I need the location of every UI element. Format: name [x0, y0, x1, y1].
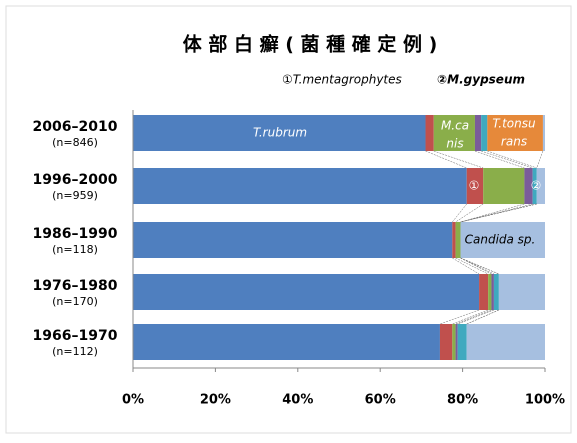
connector [452, 257, 480, 275]
connector [481, 150, 533, 169]
connector [452, 309, 489, 325]
connector [455, 309, 492, 325]
connector [460, 257, 499, 275]
category-label: 1966–1970 [33, 328, 118, 344]
bar-segment [457, 324, 467, 360]
bar-segment [133, 222, 453, 258]
bar-segment [491, 274, 494, 310]
category-label: 2006–2010 [33, 119, 118, 135]
category-sublabel: (n=118) [52, 243, 98, 256]
x-tick-label: 80% [447, 393, 478, 408]
bar-segment [133, 115, 426, 151]
bar-segment [455, 222, 461, 258]
connector [455, 257, 489, 275]
annotation: T.tonsu [492, 117, 536, 131]
bar-segment [133, 168, 467, 204]
annotation: nis [446, 137, 463, 151]
bar-segment [133, 324, 440, 360]
connector [425, 150, 467, 169]
x-tick-label: 20% [200, 393, 231, 408]
legend-note: ②M.gypseum [437, 73, 525, 87]
bar-segment [481, 115, 488, 151]
x-tick-label: 100% [525, 393, 565, 408]
connector [460, 203, 525, 223]
connector [457, 309, 495, 325]
x-tick-label: 0% [122, 393, 144, 408]
category-label: 1986–1990 [33, 226, 118, 242]
chart-title: 体 部 白 癬 ( 菌 種 確 定 例 ) [183, 33, 438, 56]
bar-segment [532, 168, 537, 204]
bar-segment [493, 274, 499, 310]
x-tick-label: 40% [282, 393, 313, 408]
bar-segment [466, 324, 545, 360]
connector [460, 203, 533, 223]
bar-segment [483, 168, 525, 204]
bar-segment [425, 115, 434, 151]
bar-segment [452, 324, 456, 360]
connector [455, 203, 484, 223]
bar-segment [452, 222, 456, 258]
connector [460, 257, 495, 275]
category-sublabel: (n=112) [52, 345, 98, 358]
bar-segment [488, 274, 492, 310]
connector [474, 150, 525, 169]
annotation: ② [531, 179, 542, 193]
annotation: rans [501, 135, 527, 149]
bar-segment [524, 168, 533, 204]
connector [433, 150, 484, 169]
connector [452, 203, 467, 223]
annotation: Candida sp. [465, 233, 536, 247]
annotation: M.ca [441, 119, 469, 133]
connector [460, 203, 537, 223]
bar-segment [133, 274, 480, 310]
bar-segment [498, 274, 545, 310]
category-sublabel: (n=846) [52, 136, 98, 149]
legend-note: ①T.mentagrophytes [282, 73, 402, 87]
category-label: 1996–2000 [33, 172, 118, 188]
category-sublabel: (n=959) [52, 189, 98, 202]
category-label: 1976–1980 [33, 278, 118, 294]
connector [460, 257, 492, 275]
bar-segment [433, 115, 475, 151]
connector [439, 309, 480, 325]
annotation: ① [469, 179, 480, 193]
bar-segment [479, 274, 489, 310]
bar-segment [466, 168, 484, 204]
bar-segment [460, 222, 545, 258]
bar-segment [536, 168, 545, 204]
bar-segment [474, 115, 482, 151]
connector [536, 150, 544, 169]
bar-segment [487, 115, 543, 151]
connector [487, 150, 537, 169]
category-sublabel: (n=170) [52, 295, 98, 308]
x-tick-label: 60% [365, 393, 396, 408]
bar-segment [542, 115, 545, 151]
annotation: T.rubrum [253, 126, 307, 140]
bar-segment [455, 324, 458, 360]
frame [5, 5, 572, 434]
bar-segment [439, 324, 453, 360]
